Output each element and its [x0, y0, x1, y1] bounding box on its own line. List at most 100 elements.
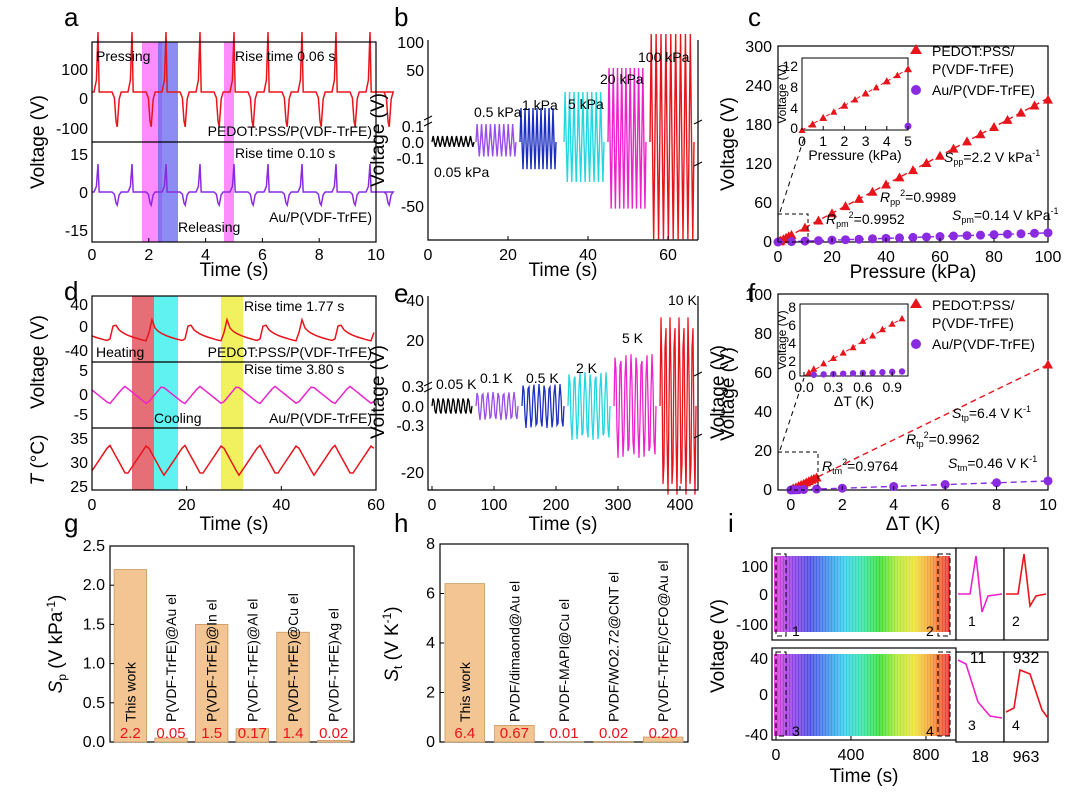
tick-a-m15: -15 — [65, 223, 88, 240]
point-f-inset-red — [820, 359, 828, 367]
tick-c-240: 240 — [745, 78, 772, 95]
panel-h-ylabel-sub: t — [391, 665, 405, 669]
tick-e-20: 20 — [406, 333, 424, 350]
tick-fi-6: 6 — [788, 317, 796, 333]
bar-value-label: 0.20 — [649, 725, 678, 742]
panel-b-ylabel: Voltage (V) — [368, 93, 389, 187]
point-c-purple — [908, 232, 918, 242]
legend-c-triangle — [910, 44, 922, 54]
tick-d-m5: -5 — [74, 407, 88, 424]
bar-value-label: 0.17 — [238, 725, 267, 742]
fit-line-f-purple — [790, 480, 1049, 491]
svg-text:T (°C): T (°C) — [28, 435, 49, 486]
i-x-tick-label: 400 — [838, 747, 865, 764]
bar-7-4 — [642, 736, 684, 743]
point-c-red — [827, 208, 837, 218]
point-c-red — [1002, 114, 1013, 124]
zoom-trace-1 — [958, 555, 1003, 613]
bar-6-3 — [235, 728, 269, 743]
f-x-tick-label: 4 — [889, 497, 898, 514]
point-f-inset-red — [898, 314, 906, 322]
segment-b-2 — [475, 123, 517, 157]
series-line-a2 — [92, 163, 395, 208]
legend-c-1: PEDOT:PSS/ — [932, 43, 1015, 59]
point-f-inset-red — [849, 343, 857, 351]
legend-c-2: P(VDF-TrFE) — [932, 61, 1014, 77]
c-inset-x-tick-label: 2 — [841, 133, 849, 149]
bar-category-label: This work — [457, 661, 473, 722]
panel-h-chart: 6.4 This work 0.67 PVDF/dimaond@Au el 0.01 PV… — [380, 536, 689, 751]
i-x-tick-label: 0 — [772, 747, 781, 764]
highlight-heating — [132, 296, 154, 490]
zoom-time-2: 932 — [1013, 650, 1040, 667]
point-f-purple — [1043, 476, 1053, 486]
svg-text:Stp=6.4 V K-1: Stp=6.4 V K-1 — [952, 404, 1031, 423]
point-c-red — [867, 186, 878, 196]
tick-i-m100: -100 — [736, 617, 768, 634]
legend-c-3: Au/P(VDF-TrFE) — [932, 82, 1035, 98]
panel-i-chart: 1 2 3 4 1 2 3 4 11 932 18 963 100 0 -100… — [708, 547, 1049, 787]
zoom-trace-3 — [957, 659, 1003, 719]
point-c-inset-red-fill — [830, 108, 838, 115]
point-c-red — [894, 172, 905, 182]
point-c-red — [989, 122, 999, 132]
point-c-purple — [949, 231, 958, 241]
d-x-tick-label: 0 — [88, 497, 97, 514]
series-name-a1: PEDOT:PSS/P(VDF-TrFE) — [208, 123, 372, 139]
anno-rtp: =0.9962 — [929, 431, 980, 447]
bar-ytick-label: 0.0 — [83, 734, 105, 751]
segment-e-6 — [659, 317, 697, 495]
series-line-a1 — [92, 31, 395, 127]
legend-f-2: P(VDF-TrFE) — [932, 315, 1014, 331]
svg-text:St (V K-1): St (V K-1) — [380, 606, 405, 681]
f-x-tick-label: 0 — [786, 497, 795, 514]
segment-b-4 — [563, 91, 605, 183]
bar-category-label: PVDF/WO2.72@CNT el — [606, 572, 622, 722]
panel-b-chart: 100 50 -50 0.1 0.0 -0.1 0.05 kPa 0.5 kPa… — [368, 33, 703, 281]
tick-c-300: 300 — [745, 39, 772, 56]
c-x-tick-label: 40 — [877, 249, 895, 266]
bar-6-4 — [276, 631, 310, 743]
point-c-red — [975, 129, 986, 139]
segment-e-5 — [613, 354, 657, 458]
panel-i-xlabel: Time (s) — [830, 766, 899, 787]
legend-c-circle — [911, 85, 921, 95]
label-cooling: Cooling — [154, 410, 201, 426]
tick-d-40: 40 — [70, 297, 88, 314]
tick-i-40: 40 — [750, 651, 768, 668]
tick-f-100: 100 — [745, 287, 772, 304]
tick-f-60: 60 — [754, 365, 772, 382]
bar-6-1 — [154, 737, 188, 743]
panel-d-chart: Rise time 1.77 s Rise time 3.80 s Heatin… — [28, 295, 385, 535]
panel-h-ylabel-unit: (V K — [382, 623, 403, 666]
zoom-label-3: 3 — [792, 723, 800, 739]
point-c-purple — [1003, 229, 1012, 239]
point-f-red — [811, 472, 822, 482]
c-inset-x-tick-label: 4 — [883, 133, 891, 149]
bar-category-label: P(VDF-TrFE)@Al el — [244, 599, 260, 722]
panel-letter-e: e — [394, 278, 408, 308]
panel-letter-b: b — [394, 2, 408, 32]
e-x-tick-label: 300 — [605, 497, 632, 514]
svg-text:Sp (V kPa-1): Sp (V kPa-1) — [44, 595, 69, 694]
tick-fi-8: 8 — [788, 299, 796, 315]
zoom-num-1: 1 — [968, 613, 976, 629]
panel-letter-a: a — [64, 2, 79, 32]
segment-e-3 — [521, 384, 565, 428]
legend-f-1: PEDOT:PSS/ — [932, 297, 1015, 313]
c-x-tick-label: 20 — [823, 249, 841, 266]
panel-letter-h: h — [394, 508, 408, 538]
point-f-inset-purple — [898, 368, 906, 375]
panel-f-inset-xlabel: ΔT (K) — [834, 393, 874, 409]
svg-text:Rpp2=0.9989: Rpp2=0.9989 — [880, 188, 956, 207]
panel-f-inset-ylabel: Voltage (V) — [775, 310, 789, 369]
panel-d-ylabel-voltage: Voltage (V) — [28, 315, 49, 409]
tick-b-01: 0.1 — [402, 119, 424, 136]
bar-ytick-label: 0 — [426, 734, 435, 751]
bar-category-label: P(VDF-TrFE)/CFO@Au el — [655, 561, 671, 722]
panel-f-ylabel: Voltage (V) — [718, 347, 739, 441]
label-e-2: 2 K — [576, 360, 598, 376]
point-c-inset-red-fill — [840, 102, 848, 109]
zoom-num-3: 3 — [968, 717, 976, 733]
bar-ytick-label: 1.0 — [83, 656, 105, 673]
